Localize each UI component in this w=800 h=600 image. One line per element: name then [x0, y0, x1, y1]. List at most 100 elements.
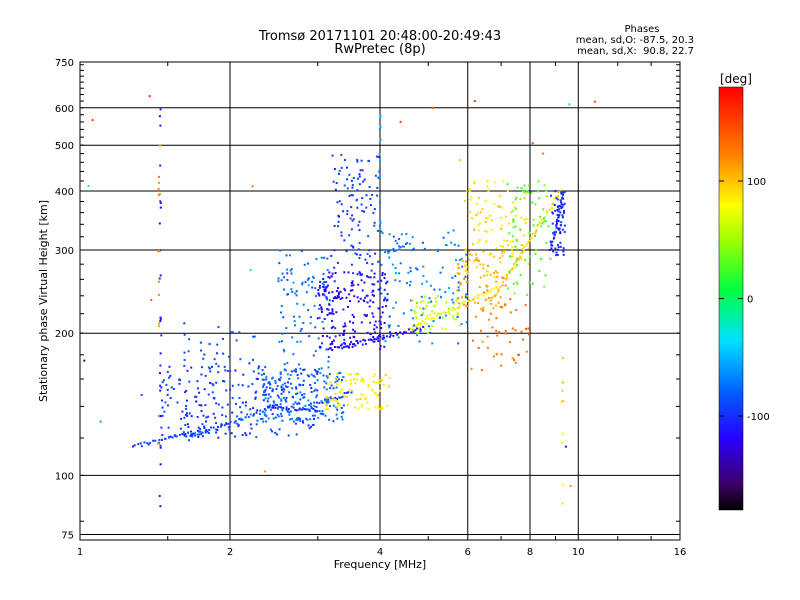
cluster-point: [269, 395, 272, 398]
cluster-point: [524, 192, 527, 195]
cluster-point: [366, 275, 368, 278]
cluster-point: [515, 264, 518, 267]
cluster-point: [366, 314, 368, 317]
cluster-point: [325, 374, 328, 377]
trace-point: [512, 267, 515, 270]
cluster-point: [532, 218, 535, 221]
cluster-point: [339, 388, 342, 391]
column-point: [159, 352, 162, 355]
cluster-point: [466, 295, 469, 297]
cluster-point: [428, 313, 431, 316]
column-point: [379, 125, 382, 128]
trace-point: [252, 414, 255, 417]
cluster-point: [294, 324, 296, 327]
cluster-point: [205, 420, 207, 423]
cluster-point: [360, 393, 363, 396]
cluster-point: [514, 198, 517, 201]
cluster-point: [340, 407, 343, 409]
cluster-point: [208, 343, 211, 345]
cluster-point: [271, 388, 274, 391]
cluster-point: [551, 222, 554, 225]
cluster-point: [412, 328, 414, 331]
trace-point: [495, 293, 498, 296]
cluster-point: [314, 368, 316, 371]
cluster-point: [458, 324, 461, 327]
cluster-point: [392, 306, 395, 309]
cluster-point: [359, 297, 362, 300]
trace-point: [198, 430, 201, 433]
x-axis-label: Frequency [MHz]: [334, 558, 426, 571]
cluster-point: [555, 231, 557, 234]
column-point: [157, 414, 160, 417]
cluster-point: [349, 320, 351, 323]
cluster-point: [422, 265, 425, 268]
cluster-point: [381, 272, 384, 274]
cluster-point: [239, 406, 242, 409]
cluster-point: [185, 407, 187, 410]
cluster-point: [281, 407, 284, 410]
cluster-point: [285, 406, 288, 409]
cluster-point: [342, 210, 345, 213]
cluster-point: [502, 277, 505, 280]
cluster-point: [365, 396, 368, 399]
cluster-point: [352, 272, 355, 275]
cluster-point: [524, 258, 527, 261]
cluster-point: [378, 379, 381, 382]
cluster-point: [516, 257, 518, 260]
column-point: [379, 116, 382, 119]
trace-point: [530, 236, 533, 239]
cluster-point: [342, 393, 345, 396]
cluster-point: [214, 416, 217, 419]
trace-point: [399, 246, 402, 249]
trace-point: [403, 331, 406, 334]
cluster-point: [524, 221, 527, 224]
cluster-point: [294, 401, 297, 404]
cluster-point: [493, 271, 496, 274]
colorbar-label: [deg]: [720, 72, 752, 86]
outlier-point: [399, 120, 402, 123]
cluster-point: [373, 324, 376, 327]
column-point: [159, 108, 162, 111]
cluster-point: [271, 430, 273, 433]
cluster-point: [372, 380, 375, 383]
trace-point: [556, 222, 558, 225]
cluster-point: [436, 250, 439, 253]
cluster-point: [323, 380, 326, 383]
trace-point: [338, 396, 341, 399]
cluster-point: [349, 217, 352, 220]
cluster-point: [322, 273, 325, 275]
cluster-point: [361, 394, 364, 397]
trace-point: [551, 240, 554, 243]
cluster-point: [519, 273, 522, 276]
cluster-point: [458, 272, 461, 275]
cluster-point: [167, 426, 170, 429]
cluster-point: [350, 179, 353, 182]
cluster-point: [441, 327, 444, 330]
cluster-point: [164, 401, 167, 404]
trace-point: [187, 431, 190, 434]
cluster-point: [417, 327, 420, 330]
cluster-point: [304, 281, 307, 284]
cluster-point: [327, 360, 330, 363]
cluster-point: [278, 379, 281, 382]
cluster-point: [350, 389, 353, 392]
cluster-point: [409, 270, 412, 273]
cluster-point: [235, 402, 237, 405]
cluster-point: [321, 282, 324, 285]
cluster-point: [313, 389, 316, 392]
cluster-point: [331, 154, 334, 157]
trace-point: [422, 325, 425, 328]
cluster-point: [363, 281, 366, 284]
cluster-point: [327, 366, 330, 369]
cluster-point: [381, 311, 384, 314]
cluster-point: [211, 391, 214, 394]
cluster-point: [313, 405, 316, 407]
trace-point: [206, 430, 209, 433]
cluster-point: [380, 379, 383, 382]
x-tick-label: 4: [377, 547, 383, 558]
cluster-point: [266, 405, 269, 408]
cluster-point: [511, 327, 514, 330]
cluster-point: [504, 304, 507, 307]
trace-point: [392, 248, 395, 251]
